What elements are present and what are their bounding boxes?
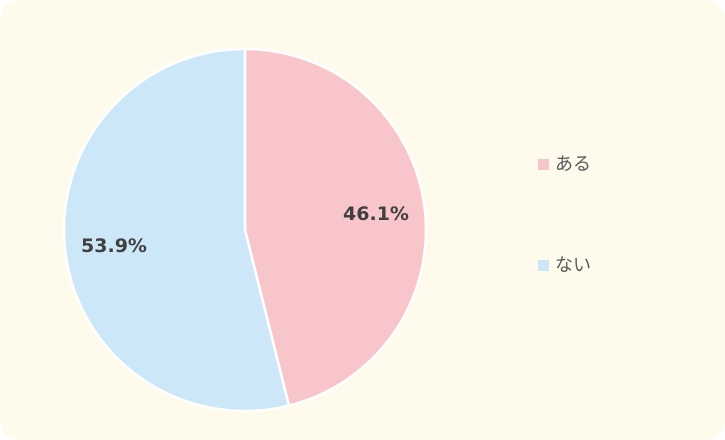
- data-label-aru: 46.1%: [343, 203, 409, 225]
- data-label-nai: 53.9%: [81, 235, 147, 257]
- pie-slice-nai: [62, 47, 291, 413]
- legend-label-nai: ない: [555, 255, 591, 276]
- legend-swatch-aru: [538, 158, 549, 170]
- legend-item-nai: ない: [538, 251, 591, 277]
- pie-slice-aru: [243, 47, 428, 407]
- legend-item-aru: ある: [538, 150, 591, 176]
- legend-swatch-nai: [538, 259, 549, 271]
- legend-label-aru: ある: [555, 154, 591, 175]
